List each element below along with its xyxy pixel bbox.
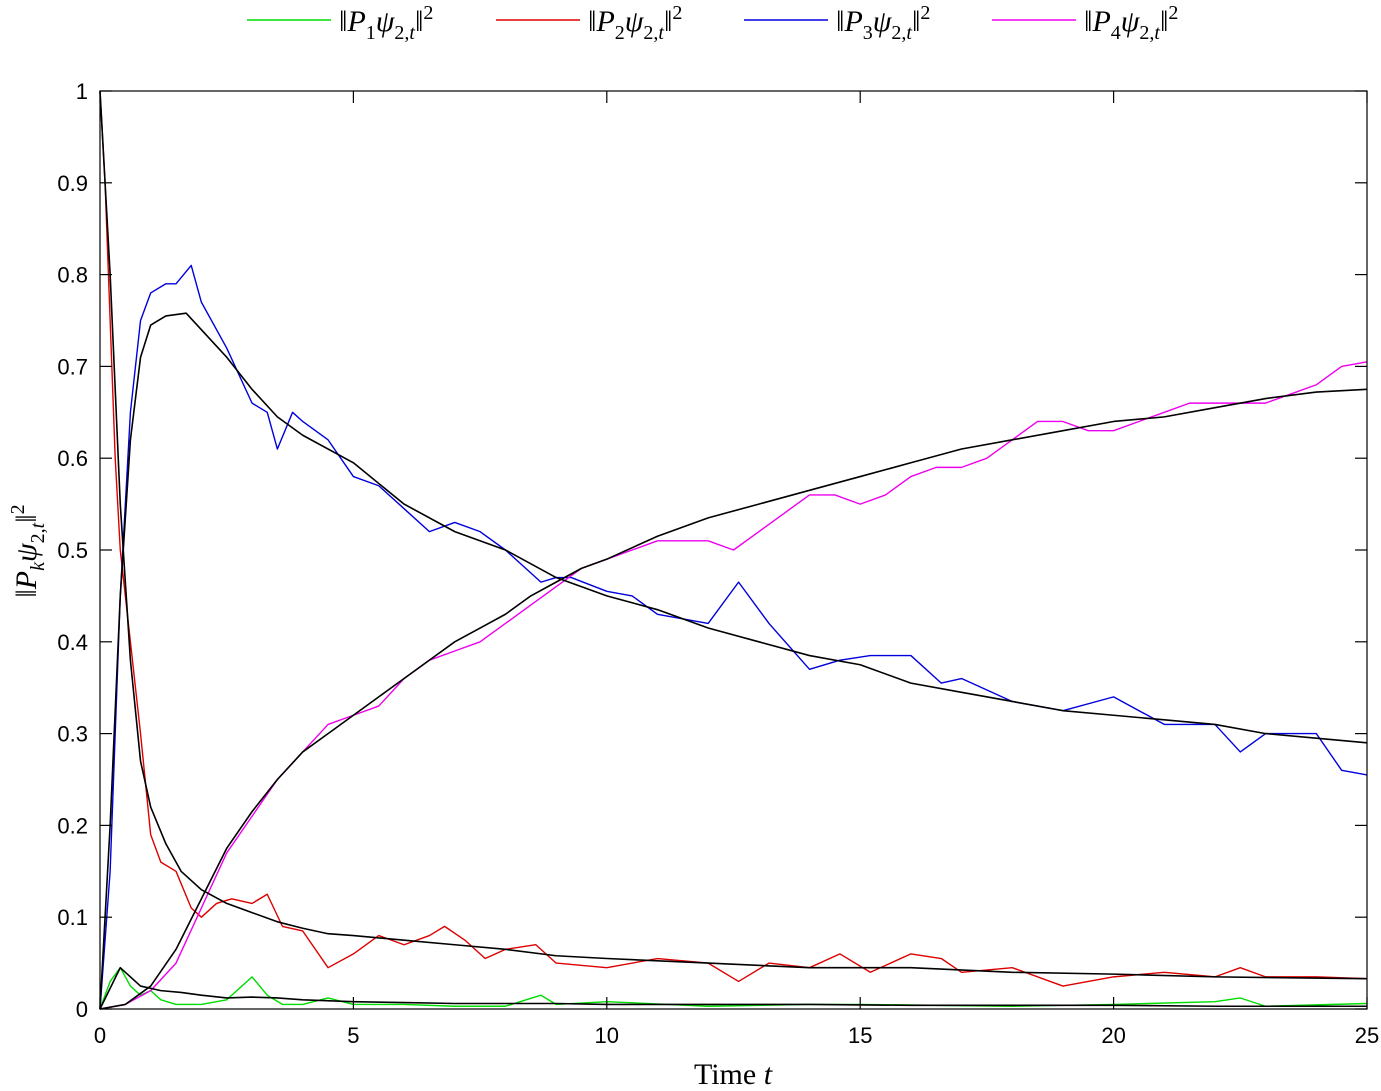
svg-text:‖P3ψ2,t‖2: ‖P3ψ2,t‖2 [836, 2, 930, 44]
y-tick-label: 0.6 [57, 446, 88, 471]
x-tick-label: 20 [1101, 1023, 1125, 1048]
reference-curve-3 [99, 312, 1368, 1010]
y-axis-label: ‖Pkψ2,t‖2 [7, 504, 49, 597]
x-tick-label: 10 [595, 1023, 619, 1048]
x-tick-label: 5 [347, 1023, 359, 1048]
x-tick-label: 25 [1355, 1023, 1379, 1048]
y-tick-label: 0.8 [57, 263, 88, 288]
y-tick-label: 0.3 [57, 722, 88, 747]
y-tick-label: 0.4 [57, 630, 88, 655]
x-tick-label: 15 [848, 1023, 872, 1048]
y-tick-label: 0 [76, 997, 88, 1022]
legend-entry-p2: ‖P2ψ2,t‖2 [496, 2, 682, 44]
svg-text:‖Pkψ2,t‖2: ‖Pkψ2,t‖2 [7, 504, 49, 597]
reference-curve-1 [99, 966, 1367, 1010]
svg-text:‖P2ψ2,t‖2: ‖P2ψ2,t‖2 [588, 2, 682, 44]
series-layer [99, 90, 1368, 1010]
svg-text:‖P1ψ2,t‖2: ‖P1ψ2,t‖2 [339, 2, 433, 44]
x-tick-label: 0 [94, 1023, 106, 1048]
legend-entry-p3: ‖P3ψ2,t‖2 [744, 2, 930, 44]
reference-curve-4 [99, 388, 1368, 1010]
x-axis-label: Time t [694, 1058, 773, 1091]
y-tick-label: 0.1 [57, 905, 88, 930]
y-tick-label: 0.9 [57, 171, 88, 196]
y-tick-label: 0.5 [57, 538, 88, 563]
y-tick-label: 0.2 [57, 813, 88, 838]
series-line-4 [99, 361, 1368, 1010]
svg-text:Time t: Time t [694, 1058, 773, 1091]
svg-text:‖P4ψ2,t‖2: ‖P4ψ2,t‖2 [1084, 2, 1178, 44]
reference-curve-2 [99, 90, 1368, 980]
tick-layer: 0 5 10 15 20 25 0 0.1 0.2 0.3 0.4 0.5 0.6 0.7 0.8 0.9 1 [57, 79, 1379, 1048]
legend: ‖P1ψ2,t‖2 ‖P2ψ2,t‖2 ‖P3ψ2,t‖2 ‖P4ψ2,t‖2 [247, 2, 1178, 44]
legend-entry-p4: ‖P4ψ2,t‖2 [992, 2, 1178, 44]
y-tick-label: 1 [76, 79, 88, 104]
legend-entry-p1: ‖P1ψ2,t‖2 [247, 2, 433, 44]
series-line-2 [99, 90, 1368, 987]
y-tick-label: 0.7 [57, 354, 88, 379]
